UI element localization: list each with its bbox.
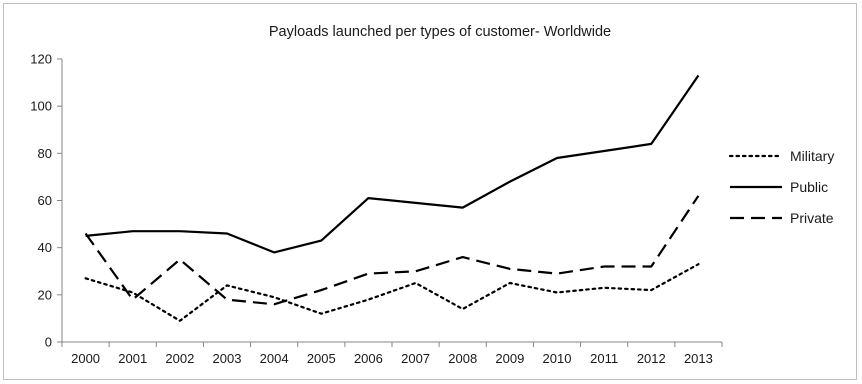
series-line-private [84,195,700,306]
y-tick-label: 20 [38,287,52,302]
x-tick-label: 2010 [543,351,572,366]
x-tick-label: 2012 [637,351,666,366]
x-tick-label: 2004 [260,351,289,366]
y-tick-label: 100 [30,99,52,114]
x-tick-label: 2011 [590,351,618,366]
y-tick-label: 60 [38,193,52,208]
legend-label-military: Military [790,148,834,164]
y-tick-label: 120 [30,52,52,67]
y-tick-label: 40 [38,240,52,255]
series-line-military [84,263,700,322]
legend-label-public: Public [790,179,828,195]
series-line-public [85,74,700,254]
axes: 0 20 40 60 80 100 120 2000 2001 2002 2003 2004 2005 2… [30,52,723,366]
x-tick-label: 2013 [684,351,713,366]
legend-label-private: Private [790,210,834,226]
series-layer [84,74,700,322]
chart-title: Payloads launched per types of customer-… [269,24,611,40]
y-tick-label: 80 [38,146,52,161]
x-tick-label: 2006 [354,351,383,366]
x-tick-label: 2008 [448,351,477,366]
y-tick-label: 0 [45,335,52,350]
chart-frame [3,3,857,380]
legend: Military Public Private [728,148,834,226]
x-tick-label: 2007 [401,351,430,366]
x-tick-label: 2000 [71,351,100,366]
x-tick-label: 2009 [495,351,524,366]
x-tick-label: 2002 [165,351,194,366]
x-tick-label: 2005 [307,351,336,366]
x-tick-label: 2001 [118,351,147,366]
x-tick-label: 2003 [213,351,242,366]
